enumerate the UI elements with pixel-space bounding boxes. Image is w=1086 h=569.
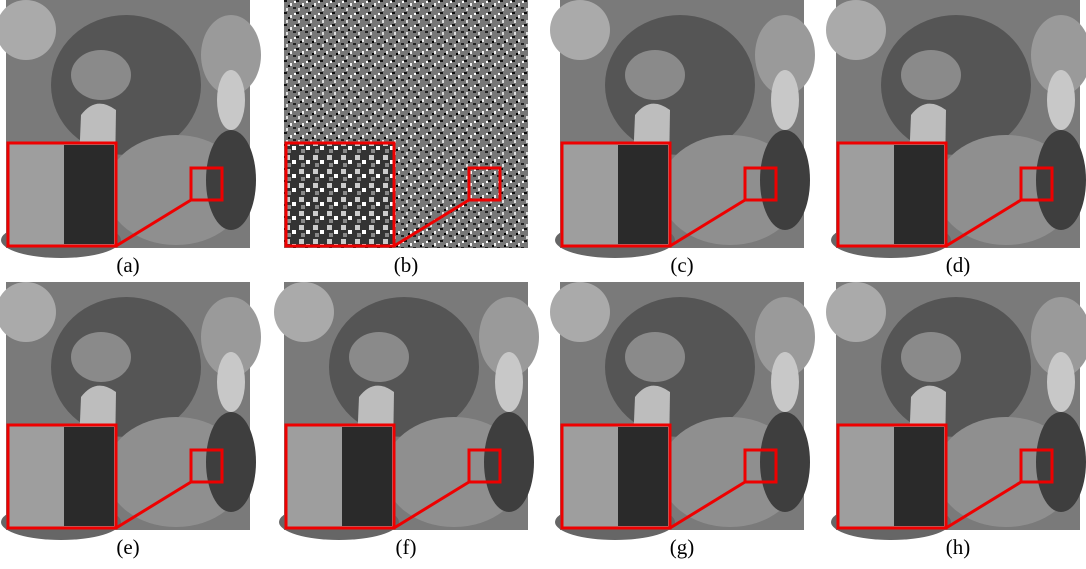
image-shape [1036, 130, 1086, 230]
image-shape [771, 70, 799, 130]
image-shape [484, 412, 534, 512]
panel-label: (h) [946, 535, 971, 559]
panel: (g) [550, 282, 815, 559]
panel: (b) [284, 0, 528, 277]
panel: (f) [274, 282, 539, 559]
image-shape [625, 50, 685, 100]
image-shape [495, 352, 523, 412]
image-shape [71, 332, 131, 382]
image-shape [550, 0, 610, 60]
image-shape [217, 352, 245, 412]
panel-label: (d) [946, 253, 971, 277]
image-shape [826, 282, 886, 342]
image-shape [760, 412, 810, 512]
inset-dark-region [618, 427, 668, 526]
image-shape [760, 130, 810, 230]
image-shape [901, 50, 961, 100]
panel-label: (e) [116, 535, 139, 559]
panel: (e) [0, 282, 261, 559]
image-shape [217, 70, 245, 130]
inset-dark-region [618, 145, 668, 244]
image-shape [1036, 412, 1086, 512]
figure: (a) (b) (c) (d) (e) (f) (g) (h) [0, 0, 1086, 564]
zoom-inset [286, 143, 394, 246]
inset-dark-region [64, 427, 114, 526]
inset-dark-region [64, 145, 114, 244]
image-shape [349, 332, 409, 382]
image-shape [771, 352, 799, 412]
image-shape [550, 282, 610, 342]
panel-label: (f) [396, 535, 417, 559]
inset-dark-region [894, 427, 944, 526]
image-shape [206, 412, 256, 512]
panel-label: (g) [670, 535, 695, 559]
panel: (c) [550, 0, 815, 277]
panel-label: (a) [116, 253, 139, 277]
image-shape [71, 50, 131, 100]
panel: (a) [0, 0, 261, 277]
inset-dark-region [342, 427, 392, 526]
image-shape [625, 332, 685, 382]
inset-dark-region [894, 145, 944, 244]
panel: (d) [826, 0, 1086, 277]
panel-label: (c) [670, 253, 693, 277]
panel-label: (b) [394, 253, 419, 277]
image-shape [901, 332, 961, 382]
panel: (h) [826, 282, 1086, 559]
image-shape [274, 282, 334, 342]
image-shape [826, 0, 886, 60]
image-shape [1047, 352, 1075, 412]
image-shape [1047, 70, 1075, 130]
image-shape [206, 130, 256, 230]
